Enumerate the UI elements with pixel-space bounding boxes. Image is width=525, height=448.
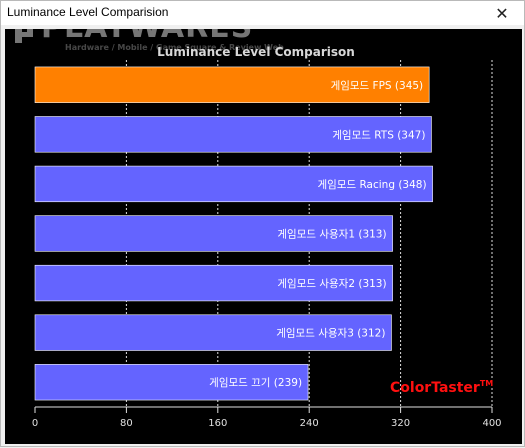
bar-label: 게임모드 끄기 (239): [209, 376, 302, 389]
bar-label: 게임모드 FPS (345): [331, 79, 424, 92]
x-tick-label: 80: [120, 418, 133, 429]
bar-label: 게임모드 사용자1 (313): [277, 228, 386, 241]
chart-area: PLAYWARES Hardware / Mobile / Game Squar…: [5, 10, 522, 444]
chart-title: Luminance Level Comparison: [157, 45, 355, 59]
close-button[interactable]: ✕: [482, 1, 522, 25]
bar: [34, 165, 433, 203]
bar: [34, 66, 430, 103]
bar: [34, 264, 393, 302]
bar-label: 게임모드 Racing (348): [318, 178, 427, 191]
bar: [34, 364, 309, 401]
tick-layer: 0 80 160 240 320 400: [32, 406, 502, 429]
bar-label: 게임모드 RTS (347): [332, 128, 425, 141]
bar-label: 게임모드 사용자2 (313): [277, 277, 386, 290]
bar: [34, 215, 393, 252]
close-icon: ✕: [495, 3, 509, 23]
bar: [34, 116, 432, 153]
x-tick-label: 0: [32, 418, 38, 429]
window-title: Luminance Level Comparision: [7, 5, 169, 19]
bar: [34, 314, 392, 351]
brand-trademark: TM: [480, 379, 493, 388]
watermark-logo: [15, 21, 33, 43]
x-tick-label: 320: [391, 418, 410, 429]
x-tick-label: 160: [208, 418, 227, 429]
x-tick-label: 400: [482, 418, 501, 429]
watermark-tagline: Hardware / Mobile / Game Square & Review…: [65, 43, 284, 52]
luminance-bar-chart: PLAYWARES Hardware / Mobile / Game Squar…: [15, 10, 502, 429]
title-bar: Luminance Level Comparision ✕: [1, 1, 524, 25]
bar-label: 게임모드 사용자3 (312): [276, 327, 385, 340]
x-tick-label: 240: [300, 418, 319, 429]
brand-label: ColorTasterTM: [390, 379, 493, 396]
brand-name: ColorTaster: [390, 380, 480, 396]
bar-layer: 게임모드 FPS (345) 게임모드 RTS (347) 게임모드 Racing …: [34, 66, 433, 401]
